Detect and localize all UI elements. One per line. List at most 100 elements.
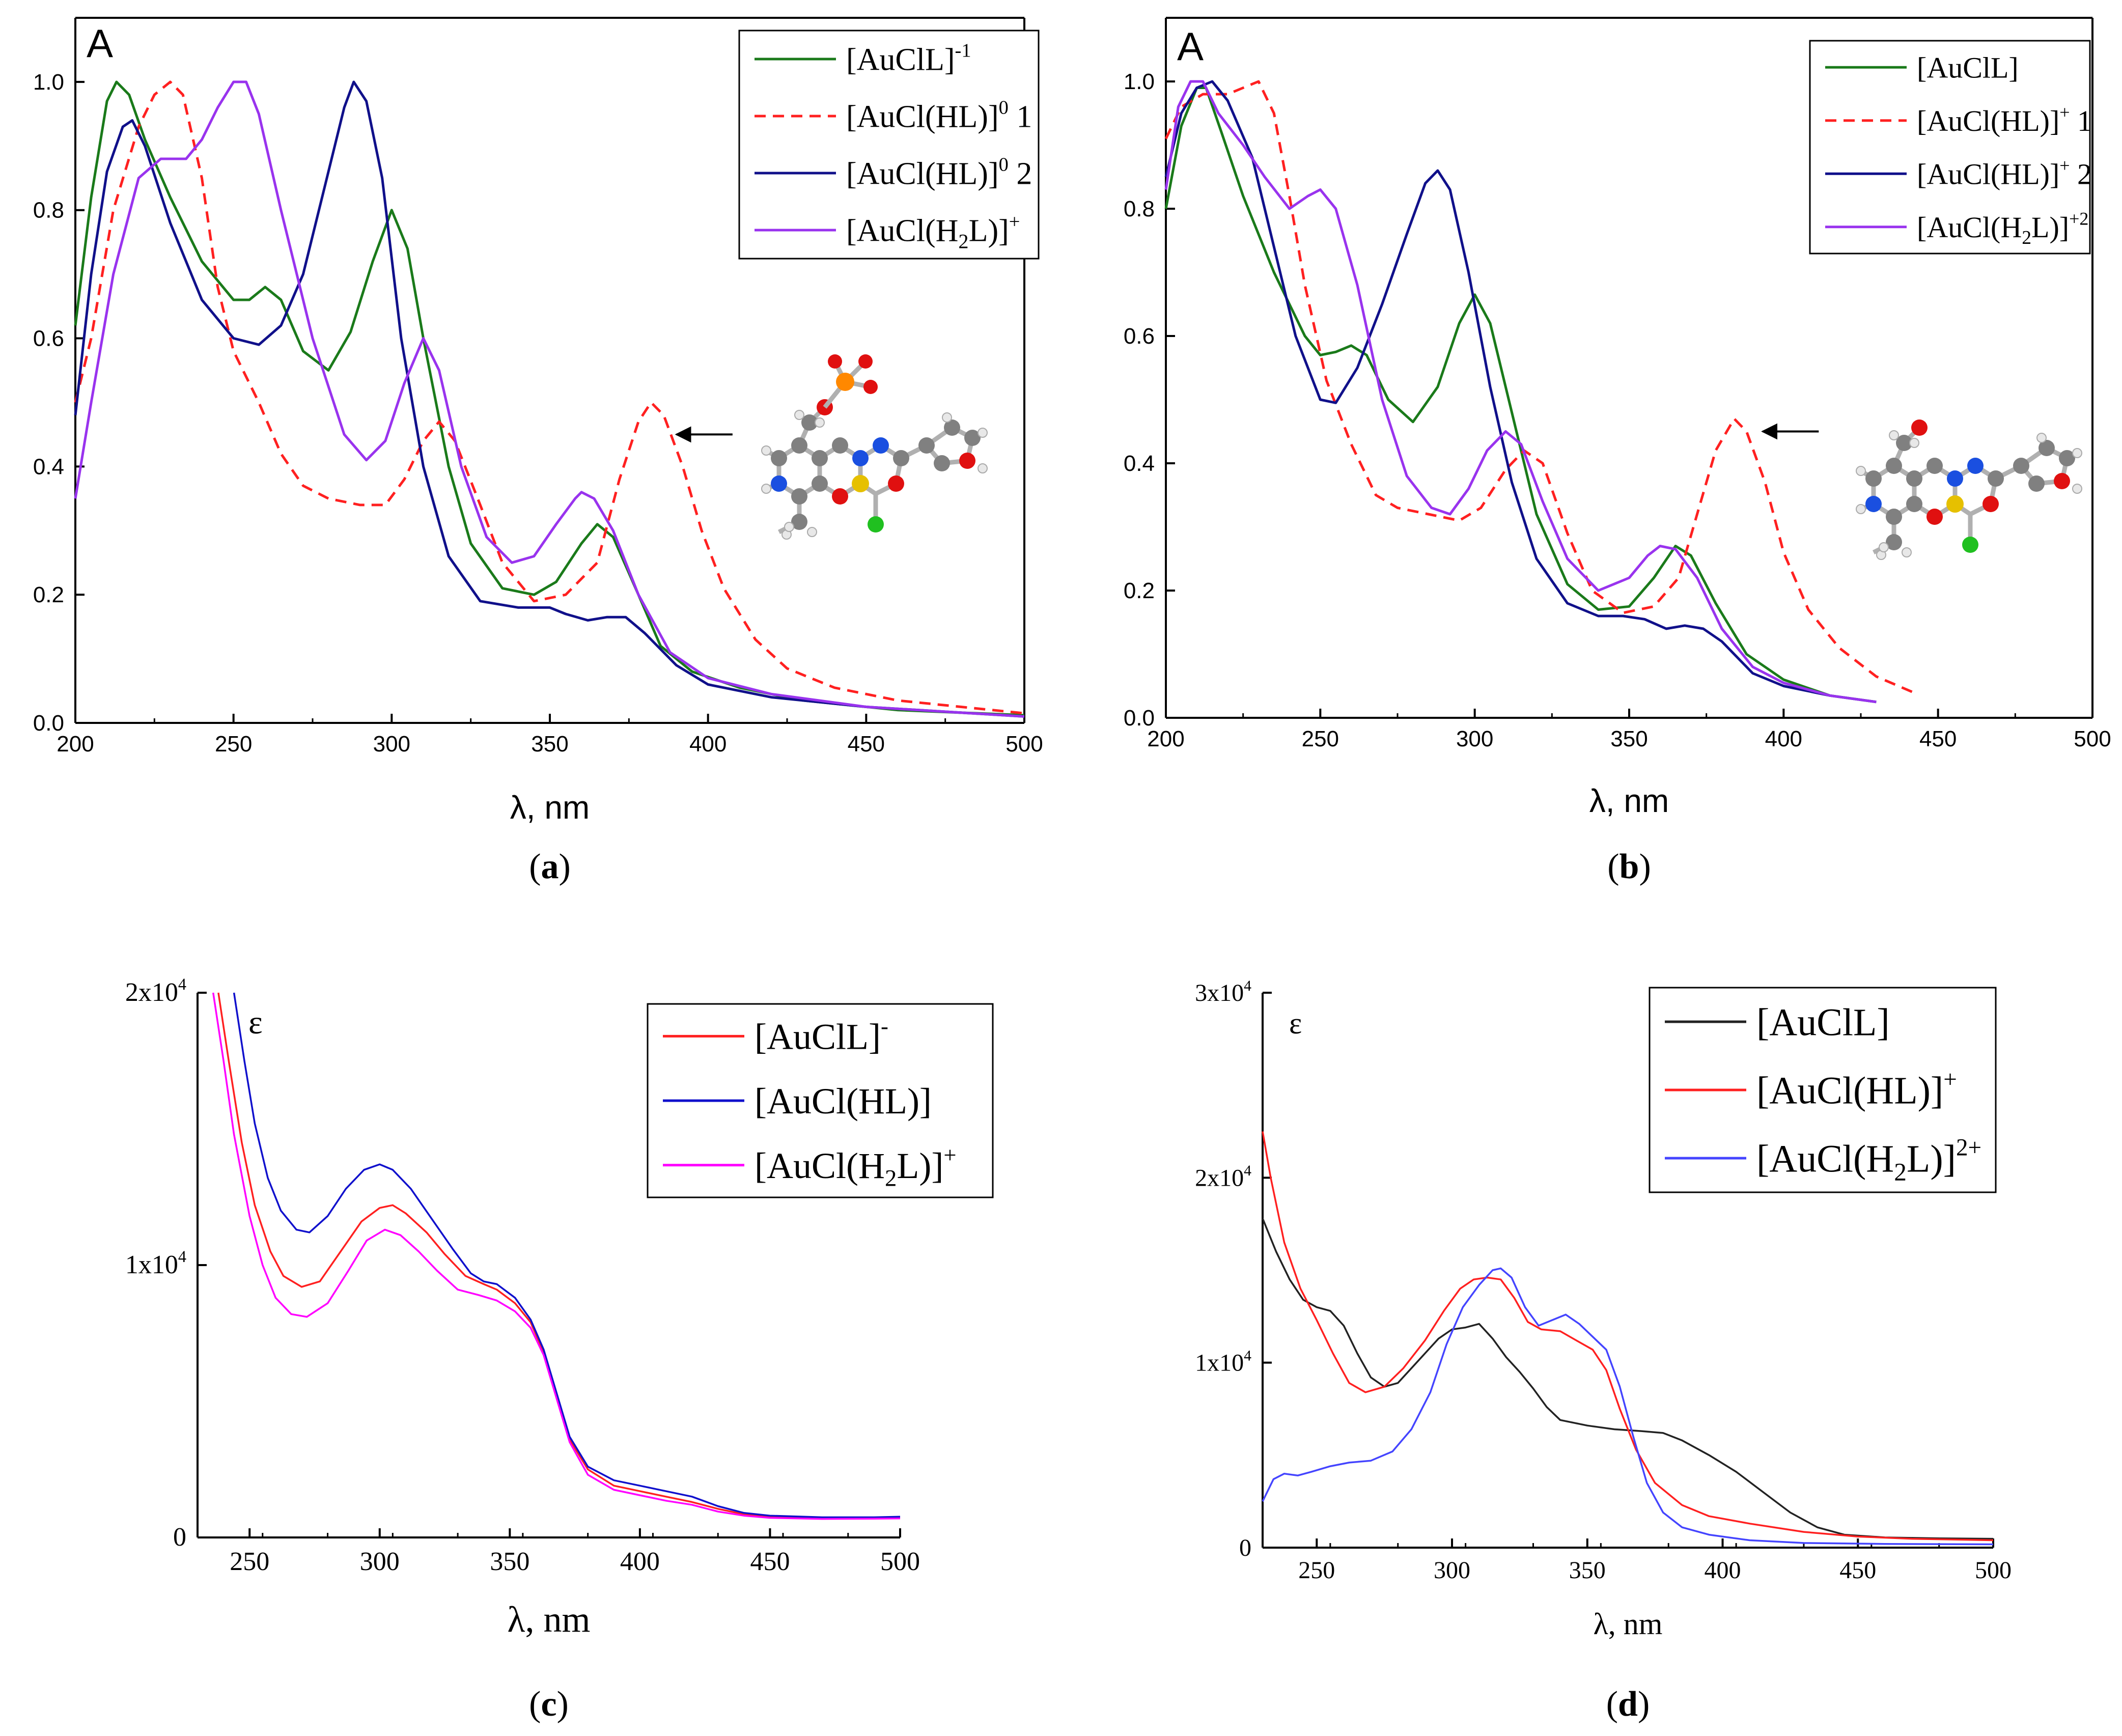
legend-entry-3: [AuCl(HL)]+ 2: [1917, 155, 2092, 190]
series-line-2: [1164, 80, 1914, 694]
y-axis-label: A: [87, 21, 113, 66]
y-tick-label: 0.0: [1124, 706, 1155, 731]
y-tick-label: 0.6: [33, 326, 64, 351]
series-line-1: [217, 992, 901, 1519]
y-tick-label: 0.2: [33, 582, 64, 607]
legend-entry-2: [AuCl(HL)]: [755, 1081, 932, 1122]
legend: [AuClL] [AuCl(HL)]+ 1 [AuCl(HL)]+ 2 [AuCl(H…: [1809, 40, 2092, 255]
x-tick-label: 300: [373, 732, 410, 757]
x-tick-label: 450: [1919, 726, 1957, 751]
chart-panel-a: 200 250 300 350 400 450 500 0.0 0.2 0.4 0.6 0.8 1.0 A…: [33, 17, 1043, 886]
y-tick-label: 3x104: [1195, 977, 1251, 1006]
legend-entry-3: [AuCl(H2L)]2+: [1756, 1135, 1981, 1186]
series-line-3: [1262, 1267, 1994, 1546]
y-tick-label: 0.6: [1124, 324, 1155, 349]
y-axis-label: ε: [248, 1004, 263, 1041]
chart-panel-c: 250 300 350 400 450 500 0 1x104 2x104 ε λ, nm (c) [A…: [125, 975, 994, 1724]
y-ticks: 0.0 0.2 0.4 0.6 0.8 1.0: [1124, 69, 1175, 731]
legend: [AuClL] [AuCl(HL)]+ [AuCl(H2L)]2+: [1649, 987, 1997, 1193]
legend-box: [1809, 40, 2091, 255]
series-line-3: [1164, 80, 1877, 704]
x-tick-label: 450: [1839, 1557, 1876, 1584]
legend-entry-2: [AuCl(HL)]+ 1: [1917, 102, 2092, 137]
x-tick-label: 300: [360, 1547, 400, 1576]
x-tick-label: 200: [1147, 726, 1184, 751]
x-axis-label: λ, nm: [1589, 782, 1669, 819]
x-tick-label: 300: [1456, 726, 1493, 751]
x-axis-label: λ, nm: [510, 789, 590, 826]
series-line-2: [1262, 1131, 1994, 1542]
legend-entry-2: [AuCl(HL)]0 1: [846, 97, 1032, 134]
series-line-1: [74, 80, 1025, 717]
y-tick-label: 0.0: [33, 711, 64, 736]
legend-entry-3: [AuCl(H2L)]+: [755, 1142, 957, 1192]
x-tick-label: 400: [1705, 1557, 1741, 1584]
x-tick-label: 250: [230, 1547, 269, 1576]
y-tick-label: 1.0: [1124, 69, 1155, 94]
y-tick-label: 0.2: [1124, 578, 1155, 603]
legend-box: [738, 30, 1040, 260]
x-tick-label: 350: [1610, 726, 1648, 751]
x-tick-label: 450: [750, 1547, 790, 1576]
legend-entry-4: [AuCl(H2L)]+: [846, 211, 1020, 253]
panel-caption: (a): [529, 847, 571, 886]
x-axis-label: λ, nm: [508, 1599, 591, 1640]
y-tick-label: 0: [1239, 1534, 1251, 1561]
x-axis-label: λ, nm: [1594, 1607, 1663, 1641]
series-group: [1262, 1131, 1994, 1546]
y-ticks: 0.0 0.2 0.4 0.6 0.8 1.0: [33, 70, 85, 736]
series-line-1: [1262, 1218, 1994, 1540]
legend: [AuClL]- [AuCl(HL)] [AuCl(H2L)]+: [647, 1003, 994, 1198]
chart-panel-b: 200 250 300 350 400 450 500 0.0 0.2 0.4 0.6 0.8 1.0 A…: [1124, 17, 2111, 886]
x-tick-label: 500: [1975, 1557, 2012, 1584]
panel-caption: (c): [529, 1685, 569, 1724]
legend-entry-1: [AuClL]: [1756, 1001, 1890, 1044]
series-line-3: [212, 992, 901, 1520]
series-line-2: [233, 992, 901, 1519]
y-tick-label: 0: [173, 1523, 186, 1552]
y-ticks: 0 1x104 2x104: [125, 975, 207, 1552]
series-line-1: [1164, 87, 1877, 704]
legend-entry-2: [AuCl(HL)]+: [1756, 1067, 1957, 1112]
y-tick-label: 0.8: [1124, 197, 1155, 221]
x-tick-label: 400: [689, 732, 727, 757]
panel-caption: (d): [1606, 1685, 1650, 1724]
x-tick-label: 350: [490, 1547, 529, 1576]
y-axis-label: ε: [1289, 1006, 1302, 1040]
y-tick-label: 2x104: [125, 975, 186, 1007]
y-tick-label: 0.8: [33, 198, 64, 223]
series-group: [1164, 80, 1914, 704]
y-tick-label: 2x104: [1195, 1162, 1251, 1191]
series-line-4: [1164, 80, 1877, 704]
x-tick-label: 350: [1569, 1557, 1606, 1584]
y-tick-label: 1x104: [1195, 1348, 1251, 1377]
x-ticks: 200 250 300 350 400 450 500: [1147, 709, 2111, 751]
legend: [AuClL]-1 [AuCl(HL)]0 1 [AuCl(HL)]0 2 [AuCl…: [738, 30, 1040, 260]
series-group: [212, 992, 901, 1520]
panel-caption: (b): [1607, 847, 1651, 886]
x-tick-label: 300: [1434, 1557, 1470, 1584]
y-tick-label: 1.0: [33, 70, 64, 95]
y-tick-label: 0.4: [1124, 451, 1155, 476]
series-group: [74, 80, 1025, 718]
y-tick-label: 0.4: [33, 454, 64, 479]
y-ticks: 0 1x104 2x104 3x104: [1195, 977, 1272, 1561]
series-line-4: [74, 80, 1025, 718]
legend-entry-1: [AuClL]-1: [846, 40, 971, 77]
legend-entry-1: [AuClL]: [1917, 51, 2019, 85]
x-tick-label: 250: [1298, 1557, 1335, 1584]
legend-entry-4: [AuCl(H2L)]+2: [1917, 209, 2088, 248]
y-axis-label: A: [1177, 24, 1204, 69]
x-ticks: 200 250 300 350 400 450 500: [57, 714, 1043, 757]
x-ticks: 250 300 350 400 450 500: [1262, 1538, 2012, 1584]
chart-panel-d: 250 300 350 400 450 500 0 1x104 2x104 3x104 ε λ, nm…: [1195, 977, 2012, 1724]
legend-entry-3: [AuCl(HL)]0 2: [846, 154, 1032, 191]
x-tick-label: 450: [848, 732, 885, 757]
x-tick-label: 250: [1302, 726, 1339, 751]
x-tick-label: 500: [1006, 732, 1043, 757]
legend-entry-1: [AuClL]-: [755, 1013, 888, 1057]
x-tick-label: 350: [531, 732, 568, 757]
series-line-2: [74, 80, 1025, 715]
x-tick-label: 400: [1765, 726, 1802, 751]
